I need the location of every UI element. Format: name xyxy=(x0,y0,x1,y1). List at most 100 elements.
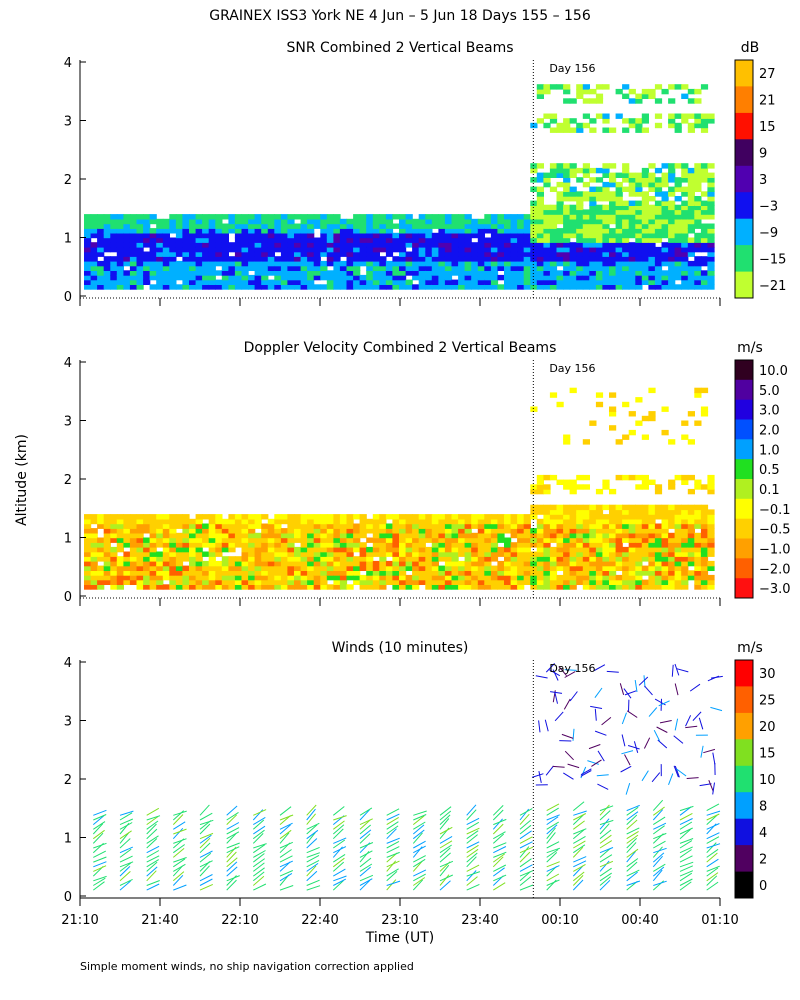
heat-cell xyxy=(595,401,604,408)
wind-barb xyxy=(92,832,104,844)
heat-cell xyxy=(707,479,715,485)
wind-barb xyxy=(569,691,578,702)
heat-cell xyxy=(687,528,695,534)
heat-cell xyxy=(326,518,334,525)
heat-cell xyxy=(622,163,630,169)
heat-cell xyxy=(674,579,682,585)
heat-cell xyxy=(392,518,400,525)
heat-cell xyxy=(182,565,190,571)
heat-cell xyxy=(523,556,531,562)
heat-cell xyxy=(700,274,709,281)
heat-cell xyxy=(576,204,584,211)
heat-cell xyxy=(366,237,374,243)
heat-cell xyxy=(254,546,262,553)
heat-cell xyxy=(471,584,479,590)
heat-cell xyxy=(451,514,459,520)
heat-cell xyxy=(241,223,249,229)
heat-cell xyxy=(556,163,564,169)
wind-barb xyxy=(173,844,185,854)
heat-cell xyxy=(379,546,387,553)
heat-cell xyxy=(405,579,413,585)
heat-cell xyxy=(405,542,413,548)
heat-cell xyxy=(248,251,256,257)
heat-cell xyxy=(451,556,459,562)
heat-cell xyxy=(313,214,321,220)
heat-cell xyxy=(372,270,380,276)
heat-cell xyxy=(182,218,190,225)
heat-cell xyxy=(182,270,190,276)
heat-cell xyxy=(143,551,151,557)
heat-cell xyxy=(536,270,544,276)
heat-cell xyxy=(425,223,433,229)
heat-cell xyxy=(359,574,367,581)
heat-cell xyxy=(582,218,590,225)
wind-barb xyxy=(545,663,555,673)
wind-barb xyxy=(652,809,664,821)
heat-cell xyxy=(582,574,590,581)
heat-cell xyxy=(241,242,249,248)
heat-cell xyxy=(641,279,649,285)
heat-cell xyxy=(635,420,643,426)
heat-cell xyxy=(654,251,663,257)
heat-cell xyxy=(326,260,334,267)
heat-cell xyxy=(641,479,649,485)
heat-cell xyxy=(490,537,499,543)
heat-cell xyxy=(103,232,111,239)
heat-cell xyxy=(261,256,269,262)
heat-cell xyxy=(143,528,151,534)
heat-cell xyxy=(687,439,695,445)
heat-cell xyxy=(431,584,439,590)
heat-cell xyxy=(359,242,367,248)
heat-cell xyxy=(517,214,525,220)
heat-cell xyxy=(425,251,433,257)
wind-barb xyxy=(546,865,560,872)
heat-cell xyxy=(615,88,623,95)
heat-cell xyxy=(320,546,328,553)
heat-cell xyxy=(195,260,203,267)
heat-cell xyxy=(84,579,92,585)
heat-cell xyxy=(182,242,190,248)
heat-cell xyxy=(451,218,459,225)
heat-cell xyxy=(162,237,170,243)
wind-barb xyxy=(652,869,663,882)
heat-cell xyxy=(517,574,525,581)
heat-cell xyxy=(287,551,295,557)
heat-cell xyxy=(490,528,499,534)
heat-cell xyxy=(339,274,348,281)
heat-cell xyxy=(563,228,571,234)
heat-cell xyxy=(504,232,512,239)
wind-barb xyxy=(692,711,702,721)
heat-cell xyxy=(182,246,190,253)
heat-cell xyxy=(208,228,216,234)
heat-cell xyxy=(346,574,354,581)
heat-cell xyxy=(549,163,558,169)
heat-cell xyxy=(654,504,663,511)
heat-cell xyxy=(366,270,374,276)
heat-cell xyxy=(333,532,341,539)
heat-cell xyxy=(267,232,275,239)
heat-cell xyxy=(339,260,348,267)
heat-cell xyxy=(136,565,144,571)
heat-cell xyxy=(248,518,256,525)
heat-cell xyxy=(405,214,413,220)
heat-cell xyxy=(615,237,623,243)
wind-barb xyxy=(679,865,694,872)
heat-cell xyxy=(136,218,144,225)
heat-cell xyxy=(536,274,544,281)
heat-cell xyxy=(484,270,492,276)
wind-barb xyxy=(588,744,601,750)
heat-cell xyxy=(366,256,374,262)
heat-cell xyxy=(641,218,649,225)
heat-cell xyxy=(700,163,709,169)
heat-cell xyxy=(261,232,269,239)
heat-cell xyxy=(628,260,636,267)
heat-cell xyxy=(313,560,321,567)
heat-cell xyxy=(379,514,387,520)
heat-cell xyxy=(143,242,151,248)
wind-barb xyxy=(572,829,585,840)
heat-cell xyxy=(399,518,407,525)
heat-cell xyxy=(280,570,289,576)
heat-cell xyxy=(149,546,157,553)
heat-cell xyxy=(569,279,577,285)
wind-barb xyxy=(706,867,719,877)
